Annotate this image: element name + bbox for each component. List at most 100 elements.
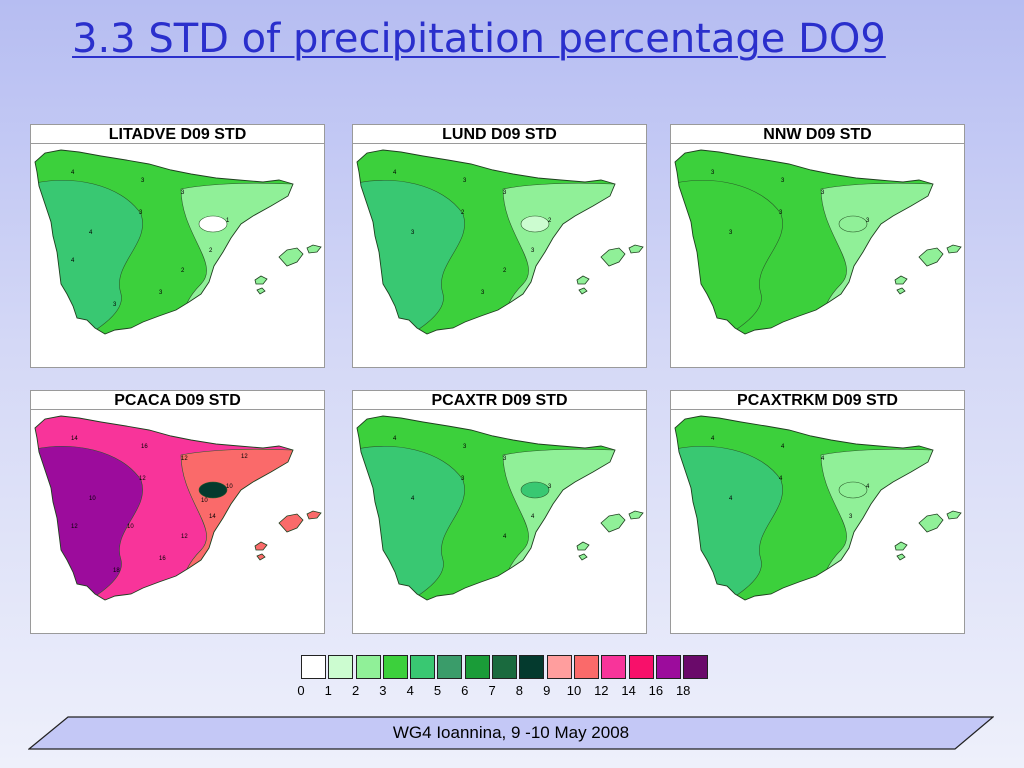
contour-label: 10 — [201, 498, 208, 504]
contour-label: 3 — [411, 230, 415, 236]
land-fill — [35, 150, 293, 334]
contour-label: 2 — [461, 210, 465, 216]
legend-swatch — [601, 655, 627, 679]
balearic-island — [306, 244, 322, 254]
contour-label: 4 — [71, 258, 75, 264]
balearic-island — [628, 510, 644, 520]
map-panel-nnw: NNW D09 STD 3 3 3 3 3 3 — [670, 124, 965, 368]
balearic-island — [576, 275, 590, 285]
balearic-island — [256, 553, 266, 561]
legend-tick-label: 9 — [543, 683, 551, 698]
balearic-island — [254, 541, 268, 551]
balearic-island — [578, 553, 588, 561]
contour-label: 10 — [89, 496, 96, 502]
map-panel-lund: LUND D09 STD 4 3 3 2 3 2 3 2 3 — [352, 124, 647, 368]
contour-label: 3 — [139, 210, 143, 216]
map-panel-pcaxtrkm: PCAXTRKM D09 STD 4 4 4 4 4 4 3 — [670, 390, 965, 634]
contour-label: 12 — [139, 476, 146, 482]
slide-title: 3.3 STD of precipitation percentage DO9 — [72, 16, 886, 62]
contour-label: 4 — [821, 456, 825, 462]
footer-text: WG4 Ioannina, 9 -10 May 2008 — [392, 723, 630, 742]
contour-label: 3 — [531, 248, 535, 254]
contour-label: 4 — [729, 496, 733, 502]
contour-label: 10 — [127, 524, 134, 530]
legend-tick-label: 8 — [515, 683, 524, 698]
balearic-island — [894, 541, 908, 551]
contour-label: 4 — [393, 436, 397, 442]
contour-label: 16 — [159, 556, 166, 562]
coastline — [356, 149, 616, 335]
land-fill — [675, 150, 933, 334]
contour-label: 3 — [866, 218, 870, 224]
panel-title: PCAXTR D09 STD — [353, 391, 646, 410]
contour-label: 4 — [411, 496, 415, 502]
legend-tick-label: 16 — [648, 683, 664, 698]
contour-label: 4 — [531, 514, 535, 520]
coastline — [34, 149, 294, 335]
contour-label: 10 — [226, 484, 233, 490]
contour-label: 4 — [866, 484, 870, 490]
legend-swatch — [492, 655, 518, 679]
contour-label: 4 — [711, 436, 715, 442]
legend-swatch — [437, 655, 463, 679]
contour-label: 12 — [181, 456, 188, 462]
legend-swatch — [382, 655, 408, 679]
contour-label: 4 — [89, 230, 93, 236]
contour-label: 3 — [503, 190, 507, 196]
iberia-std-map: 4 3 3 2 3 2 3 2 3 — [356, 149, 644, 335]
balearic-island — [256, 287, 266, 295]
contour-label: 3 — [711, 170, 715, 176]
legend-swatch — [355, 655, 381, 679]
contour-label: 2 — [209, 248, 213, 254]
contour-label: 3 — [779, 210, 783, 216]
contour-label: 3 — [463, 178, 467, 184]
contour-label: 4 — [779, 476, 783, 482]
contour-label: 18 — [113, 568, 120, 574]
legend-tick-label: 7 — [488, 683, 496, 698]
contour-label: 1 — [226, 218, 230, 224]
panel-title: LITADVE D09 STD — [31, 125, 324, 144]
contour-label: 3 — [729, 230, 733, 236]
legend-tick-label: 0 — [297, 683, 305, 698]
legend-swatch — [519, 655, 545, 679]
contour-label: 4 — [71, 170, 75, 176]
legend-swatch — [328, 655, 354, 679]
legend-tick-label: 2 — [351, 683, 360, 698]
contour-label: 4 — [393, 170, 397, 176]
land-fill — [35, 416, 293, 600]
map-panel-litadve: LITADVE D09 STD 4 3 3 3 4 1 2 2 3 3 4 — [30, 124, 325, 368]
coastline — [34, 415, 294, 601]
contour-label: 12 — [71, 524, 78, 530]
color-scale-legend: 0 1 2 3 4 5 6 7 8 9 10 12 14 16 18 — [297, 655, 714, 700]
contour-label: 3 — [781, 178, 785, 184]
contour-label: 3 — [503, 456, 507, 462]
coastline — [674, 149, 934, 335]
map-panel-pcaca: PCACA D09 STD 14 16 12 12 10 10 14 12 16 18 12 12 10… — [30, 390, 325, 634]
land-fill — [675, 416, 933, 600]
footer-parallelogram — [28, 716, 994, 750]
coastline — [356, 415, 616, 601]
panel-title: NNW D09 STD — [671, 125, 964, 144]
contour-label: 3 — [461, 476, 465, 482]
contour-label: 12 — [181, 534, 188, 540]
contour-label: 14 — [71, 436, 78, 442]
land-fill — [357, 150, 615, 334]
legend-tick-label: 10 — [566, 683, 582, 698]
map-panel-pcaxtr: PCAXTR D09 STD 4 3 3 3 4 3 4 4 — [352, 390, 647, 634]
legend-tick-label: 4 — [406, 683, 414, 698]
legend-swatch — [301, 655, 326, 679]
legend-tick-label: 12 — [594, 683, 609, 698]
contour-label: 2 — [503, 268, 507, 274]
balearic-island — [946, 510, 962, 520]
contour-label: 3 — [463, 444, 467, 450]
contour-label: 4 — [781, 444, 785, 450]
contour-label: 3 — [113, 302, 117, 308]
contour-label: 3 — [849, 514, 853, 520]
legend-swatches — [301, 655, 710, 679]
iberia-std-map: 4 4 4 4 4 4 3 — [674, 415, 962, 601]
legend-tick-label: 5 — [433, 683, 442, 698]
balearic-island — [254, 275, 268, 285]
balearic-island — [894, 275, 908, 285]
balearic-island — [628, 244, 644, 254]
legend-tick-labels: 0 1 2 3 4 5 6 7 8 9 10 12 14 16 18 — [297, 683, 714, 699]
